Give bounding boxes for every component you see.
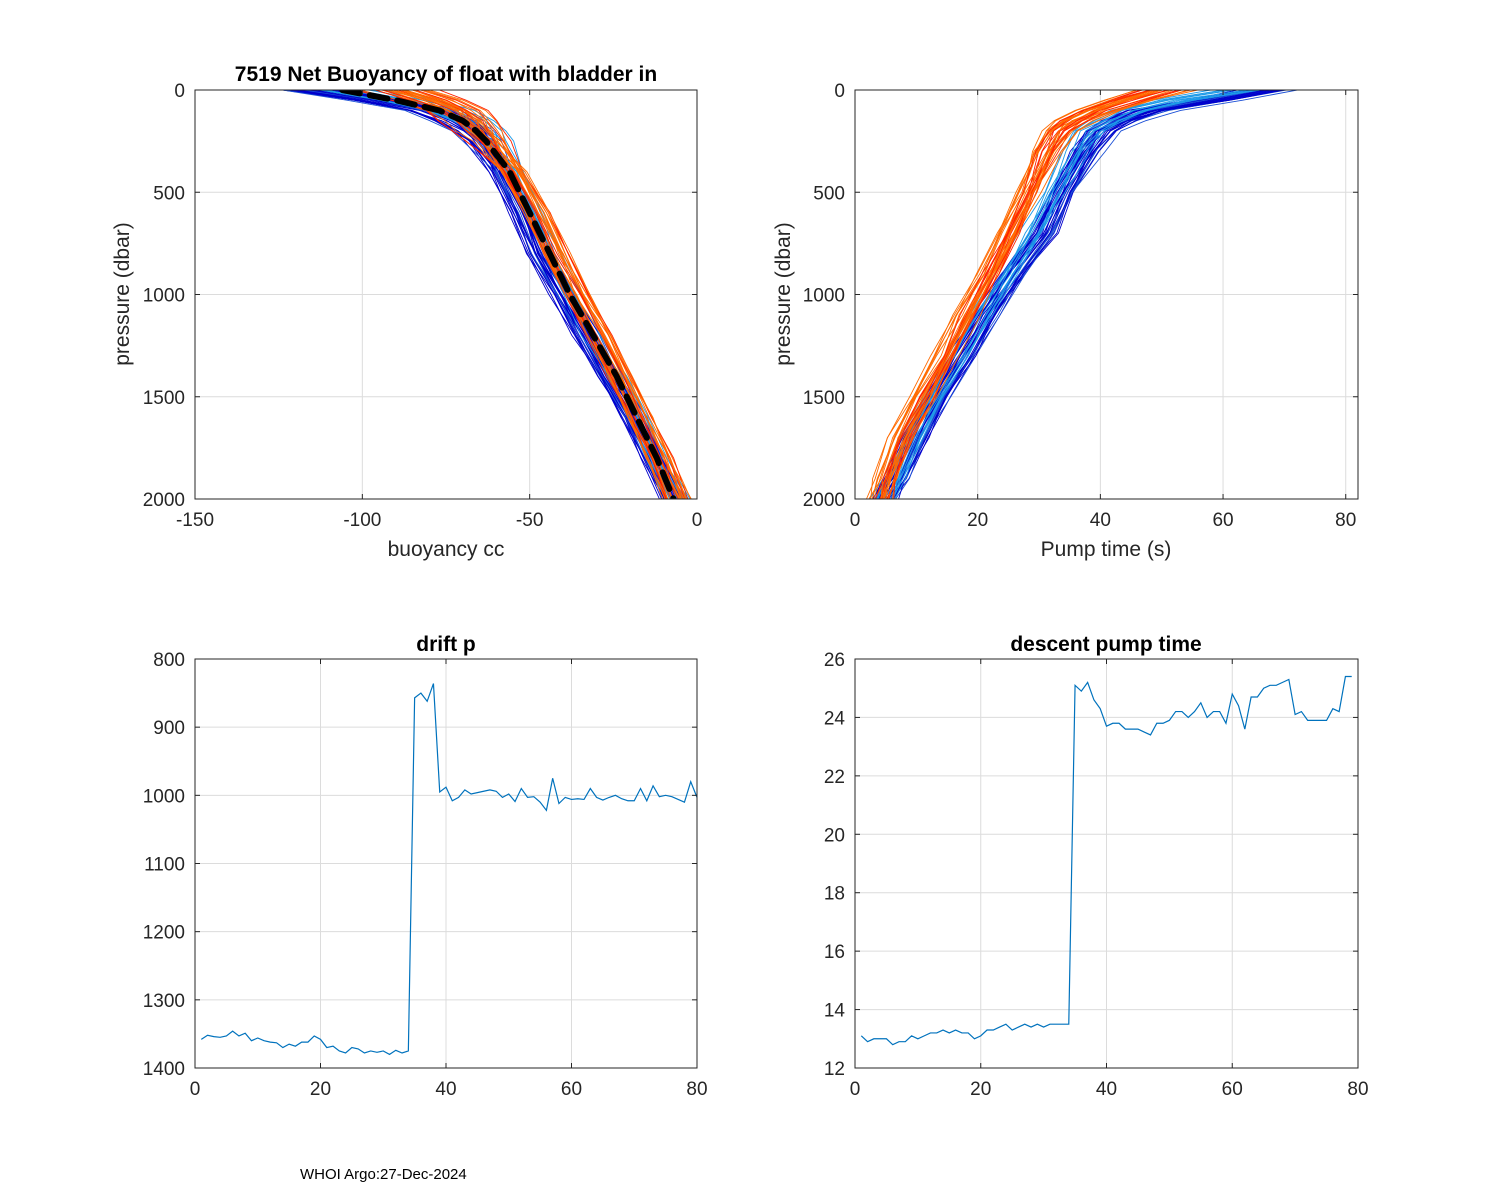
buoyancy-x-tick-label: 0: [692, 510, 703, 531]
driftp-x-tick-label: 80: [686, 1079, 707, 1100]
pumptime-profile-line: [893, 90, 1287, 499]
pumptime-profile-line: [888, 90, 1174, 499]
pumptime-profile-line: [885, 90, 1151, 499]
pumptime-profile-line: [880, 90, 1160, 499]
descentpump-y-tick-label: 12: [824, 1059, 845, 1080]
driftp-y-tick-label: 1400: [143, 1059, 185, 1080]
driftp-x-tick-label: 20: [310, 1079, 331, 1100]
drift-pressure-chart-title: drift p: [416, 633, 475, 656]
descentpump-y-tick-label: 26: [824, 650, 845, 671]
pumptime-x-tick-label: 60: [1212, 510, 1233, 531]
driftp-y-tick-label: 1100: [144, 855, 185, 876]
buoyancy-plot: [282, 90, 692, 499]
driftp-x-tick-label: 40: [435, 1079, 456, 1100]
pumptime-x-tick-label: 80: [1335, 510, 1356, 531]
driftp-plot: [200, 683, 697, 1056]
pumptime-profile-line: [887, 90, 1189, 499]
descent-pump-chart: descent pump time 0 20 40 60 80 12 14 16 18 20 22 2…: [824, 633, 1369, 1100]
pumptime-profile-line: [875, 90, 1151, 499]
pumptime-profile-line: [887, 90, 1260, 499]
pumptime-profile-line: [872, 90, 1138, 499]
descentpump-y-tick-label: 14: [824, 1001, 846, 1022]
buoyancy-y-tick-label: 500: [153, 183, 185, 204]
descentpump-y-tick-label: 24: [824, 708, 846, 729]
driftp-y-tick-label: 1000: [143, 786, 185, 807]
driftp-y-tick-label: 1200: [143, 923, 185, 944]
descentpump-x-tick-label: 0: [850, 1079, 861, 1100]
descentpump-y-tick-label: 16: [824, 942, 845, 963]
pumptime-profile-line: [874, 90, 1137, 499]
buoyancy-x-tick-label: -100: [343, 510, 381, 531]
pumptime-profile-line: [898, 90, 1281, 499]
buoyancy-profile-line: [375, 90, 676, 499]
pumptime-y-tick-label: 1000: [803, 286, 845, 307]
pumptime-chart-xlabel: Pump time (s): [1041, 538, 1172, 561]
descentpump-series-line: [860, 675, 1352, 1046]
pumptime-y-tick-label: 500: [813, 183, 845, 204]
driftp-x-tick-label: 0: [190, 1079, 201, 1100]
pumptime-y-tick-label: 1500: [803, 388, 845, 409]
pumptime-profile-line: [891, 90, 1259, 499]
descentpump-x-tick-label: 20: [970, 1079, 991, 1100]
buoyancy-chart-xlabel: buoyancy cc: [388, 538, 505, 561]
drift-pressure-chart: drift p 0 20 40 60 80 800 900 1000 1100 1200 1300 1…: [143, 633, 708, 1100]
pumptime-profile-line: [891, 90, 1285, 499]
buoyancy-profile-line: [404, 90, 685, 499]
descentpump-y-tick-label: 20: [824, 825, 845, 846]
pumptime-chart: Pump time (s) pressure (dbar) 0 20 40 60 80 0…: [772, 81, 1359, 561]
descentpump-x-tick-label: 80: [1347, 1079, 1368, 1100]
footer-credit: WHOI Argo:27-Dec-2024: [300, 1166, 467, 1183]
descentpump-plot: [860, 675, 1352, 1046]
driftp-series-line: [200, 683, 697, 1056]
buoyancy-y-tick-label: 0: [174, 81, 185, 102]
descentpump-y-tick-label: 22: [824, 767, 845, 788]
buoyancy-mean-line: [339, 90, 677, 499]
buoyancy-profile-line: [425, 90, 687, 499]
buoyancy-x-tick-label: -50: [516, 510, 543, 531]
pumptime-x-tick-label: 20: [967, 510, 988, 531]
descentpump-x-tick-label: 40: [1096, 1079, 1117, 1100]
buoyancy-x-tick-label: -150: [176, 510, 214, 531]
buoyancy-profile-line: [400, 90, 669, 499]
descent-pump-chart-title: descent pump time: [1010, 633, 1201, 656]
buoyancy-chart-title: 7519 Net Buoyancy of float with bladder …: [235, 63, 657, 86]
pumptime-profile-line: [884, 90, 1171, 499]
buoyancy-profile-line: [393, 90, 687, 499]
buoyancy-y-tick-label: 1000: [143, 286, 185, 307]
pumptime-profile-line: [881, 90, 1192, 499]
driftp-y-tick-label: 800: [153, 650, 185, 671]
pumptime-chart-ylabel: pressure (dbar): [772, 222, 795, 366]
pumptime-profile-line: [895, 90, 1298, 499]
driftp-x-tick-label: 60: [561, 1079, 582, 1100]
pumptime-x-tick-label: 40: [1090, 510, 1111, 531]
pumptime-y-tick-label: 2000: [803, 490, 845, 511]
pumptime-plot: [866, 90, 1298, 499]
pumptime-profile-line: [881, 90, 1179, 499]
descentpump-y-tick-label: 18: [824, 884, 845, 905]
buoyancy-profile-line: [404, 90, 692, 499]
pumptime-profile-line: [880, 90, 1155, 499]
driftp-y-tick-label: 1300: [143, 991, 185, 1012]
descentpump-x-tick-label: 60: [1222, 1079, 1243, 1100]
driftp-y-tick-label: 900: [153, 718, 185, 739]
buoyancy-y-tick-label: 1500: [143, 388, 185, 409]
buoyancy-y-tick-label: 2000: [143, 490, 185, 511]
pumptime-y-tick-label: 0: [834, 81, 845, 102]
buoyancy-chart-ylabel: pressure (dbar): [111, 222, 134, 366]
buoyancy-chart: 7519 Net Buoyancy of float with bladder …: [111, 63, 702, 561]
pumptime-x-tick-label: 0: [850, 510, 861, 531]
